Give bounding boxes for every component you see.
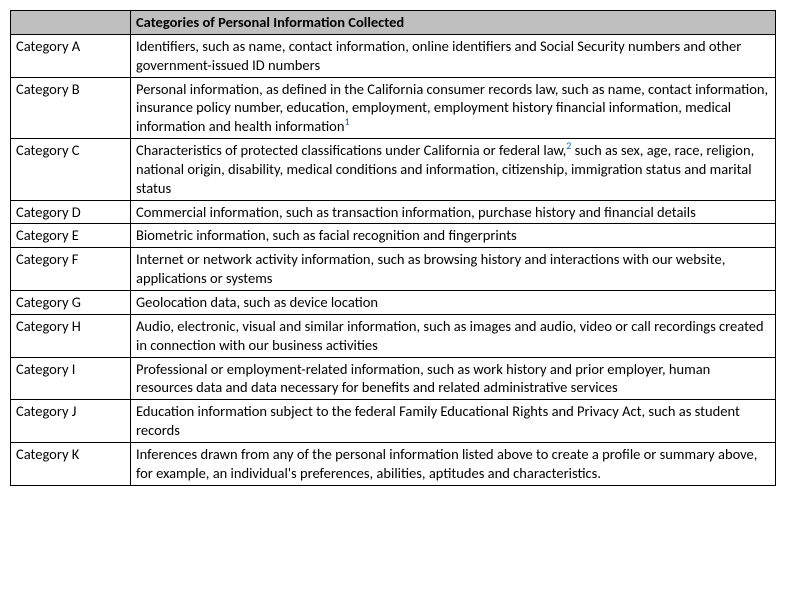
header-title: Categories of Personal Information Colle… xyxy=(131,11,776,35)
category-label: Category J xyxy=(11,400,131,443)
category-label: Category D xyxy=(11,200,131,224)
table-header-row: Categories of Personal Information Colle… xyxy=(11,11,776,35)
category-label: Category A xyxy=(11,34,131,77)
table-row: Category D Commercial information, such … xyxy=(11,200,776,224)
category-label: Category C xyxy=(11,139,131,201)
description-text-pre: Personal information, as defined in the … xyxy=(136,80,768,136)
table-row: Category B Personal information, as defi… xyxy=(11,77,776,139)
category-label: Category B xyxy=(11,77,131,139)
category-label: Category E xyxy=(11,224,131,248)
category-description: Professional or employment-related infor… xyxy=(131,357,776,400)
table-row: Category G Geolocation data, such as dev… xyxy=(11,290,776,314)
category-label: Category H xyxy=(11,314,131,357)
table-row: Category E Biometric information, such a… xyxy=(11,224,776,248)
table-row: Category I Professional or employment-re… xyxy=(11,357,776,400)
category-label: Category F xyxy=(11,248,131,291)
description-text-pre: Characteristics of protected classificat… xyxy=(136,141,566,159)
table-row: Category J Education information subject… xyxy=(11,400,776,443)
table-row: Category H Audio, electronic, visual and… xyxy=(11,314,776,357)
category-description: Inferences drawn from any of the persona… xyxy=(131,442,776,485)
category-description: Education information subject to the fed… xyxy=(131,400,776,443)
category-description: Audio, electronic, visual and similar in… xyxy=(131,314,776,357)
category-label: Category I xyxy=(11,357,131,400)
category-label: Category K xyxy=(11,442,131,485)
table-row: Category C Characteristics of protected … xyxy=(11,139,776,201)
header-blank xyxy=(11,11,131,35)
category-description: Personal information, as defined in the … xyxy=(131,77,776,139)
category-description: Geolocation data, such as device locatio… xyxy=(131,290,776,314)
category-description: Biometric information, such as facial re… xyxy=(131,224,776,248)
category-label: Category G xyxy=(11,290,131,314)
category-description: Internet or network activity information… xyxy=(131,248,776,291)
table-row: Category A Identifiers, such as name, co… xyxy=(11,34,776,77)
category-description: Commercial information, such as transact… xyxy=(131,200,776,224)
category-description: Characteristics of protected classificat… xyxy=(131,139,776,201)
table-row: Category F Internet or network activity … xyxy=(11,248,776,291)
footnote-marker: 1 xyxy=(344,115,349,128)
categories-table: Categories of Personal Information Colle… xyxy=(10,10,776,486)
category-description: Identifiers, such as name, contact infor… xyxy=(131,34,776,77)
table-row: Category K Inferences drawn from any of … xyxy=(11,442,776,485)
